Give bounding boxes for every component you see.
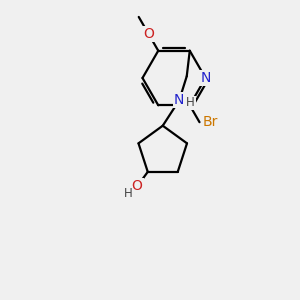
Text: H: H — [124, 187, 133, 200]
Text: N: N — [174, 93, 184, 107]
Text: O: O — [132, 179, 142, 194]
Text: O: O — [143, 27, 154, 41]
Text: H: H — [186, 96, 195, 109]
Text: Br: Br — [202, 115, 218, 129]
Text: N: N — [200, 71, 211, 85]
